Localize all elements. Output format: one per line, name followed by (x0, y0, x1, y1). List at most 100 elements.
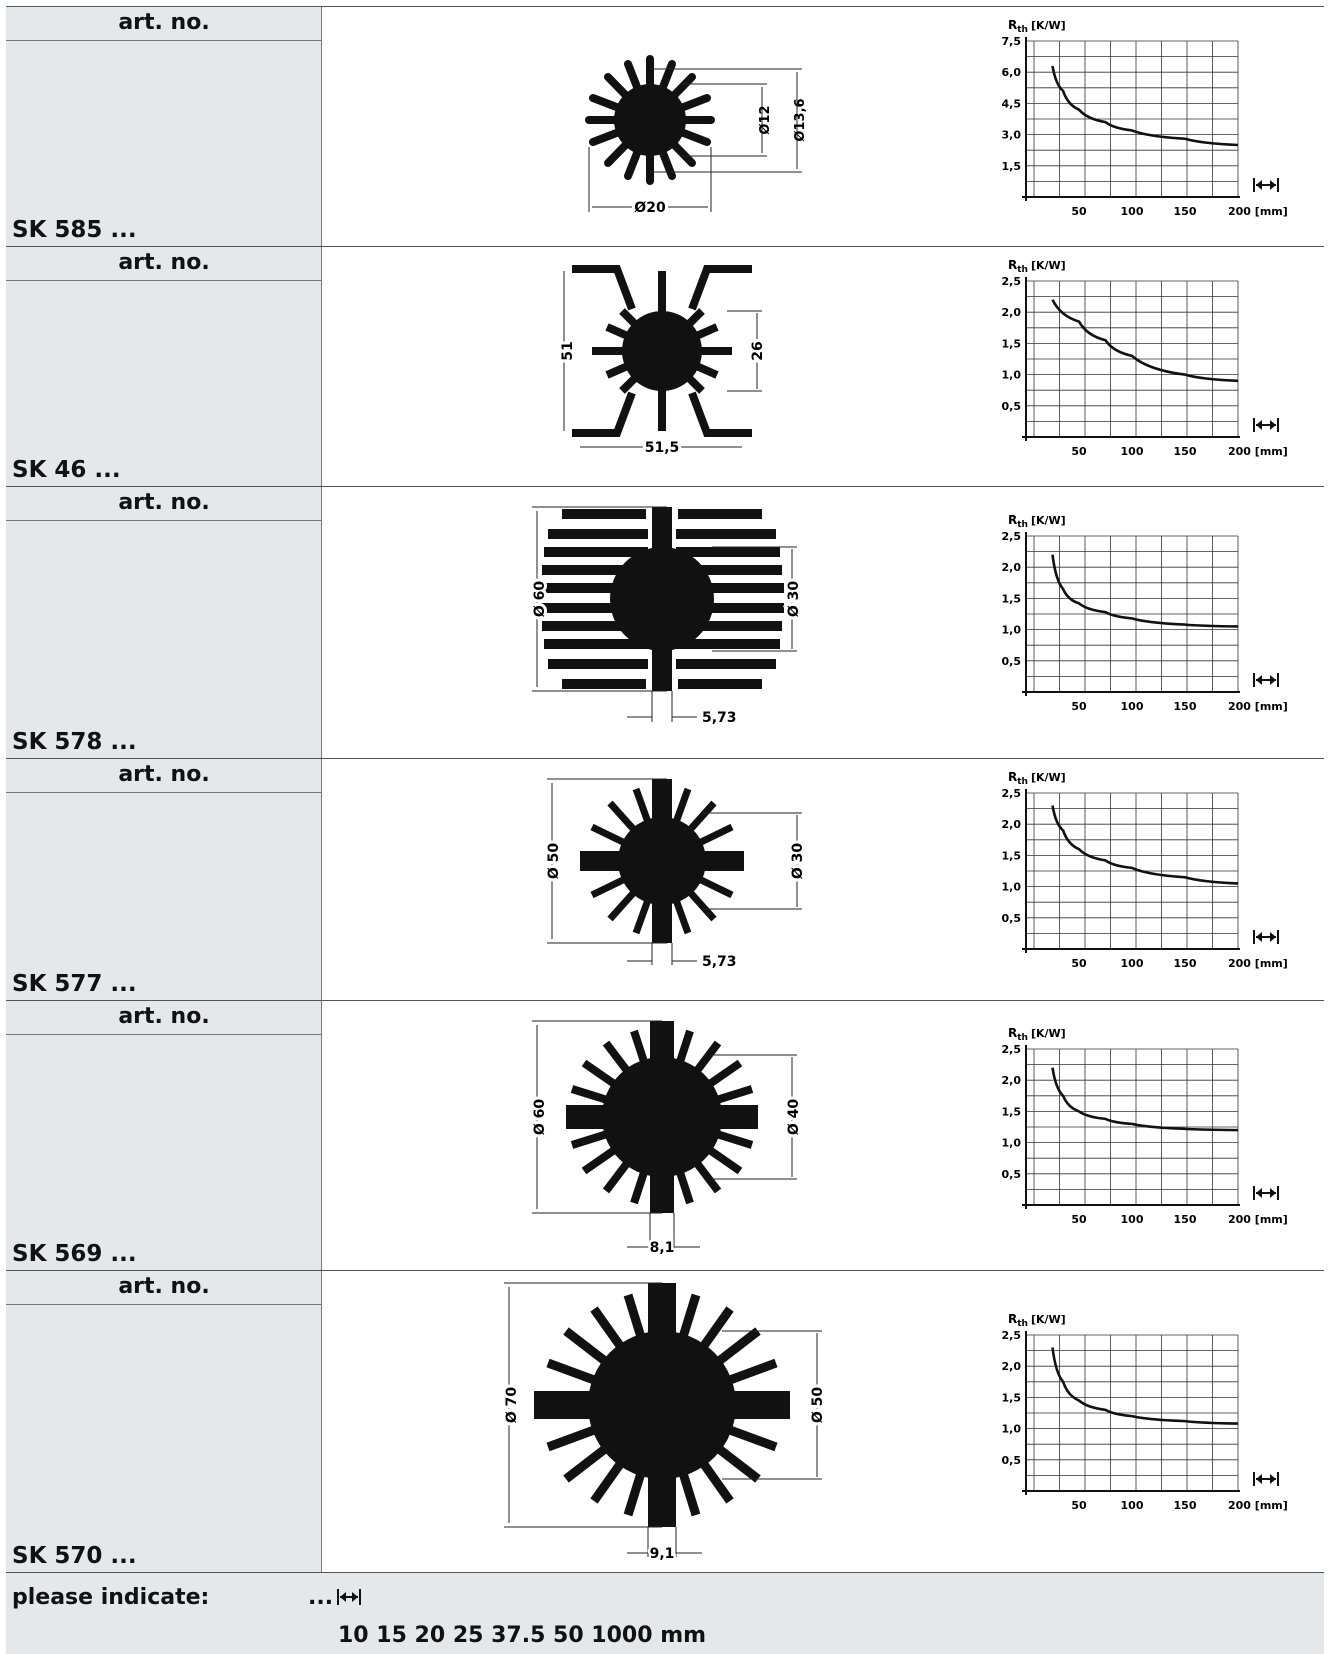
y-tick-label: 1,0 (1002, 881, 1022, 894)
svg-text:Ø12: Ø12 (758, 105, 773, 134)
chart-yunit: [K/W] (1031, 259, 1066, 272)
row-label-cell: art. no. SK 578 ... (6, 487, 322, 758)
art-no-label: art. no. (6, 7, 322, 41)
svg-text:Ø 50: Ø 50 (546, 843, 562, 880)
y-tick-label: 1,0 (1002, 1137, 1022, 1150)
length-arrow-icon (1254, 673, 1278, 687)
row-label-cell: art. no. SK 585 ... (6, 7, 322, 246)
art-no-label: art. no. (6, 759, 322, 793)
chart-ylabel: Rth[K/W] (1008, 18, 1066, 35)
heatsink-profile (540, 507, 784, 691)
dim-label-c: 5,73 (702, 954, 737, 970)
dim-label-c: 8,1 (650, 1240, 675, 1256)
length-arrow-icon (1254, 1472, 1278, 1486)
y-tick-label: 0,5 (1002, 1168, 1022, 1181)
length-arrow-icon (1254, 1186, 1278, 1200)
y-tick-label: 1,0 (1002, 624, 1022, 637)
dim-label-b: Ø13,6 (793, 98, 808, 141)
model-name: SK 577 ... (12, 971, 137, 997)
y-tick-label: 0,5 (1002, 655, 1022, 668)
order-info-footer: please indicate: ... 10 15 20 25 37.5 50… (6, 1572, 1324, 1654)
row-label-cell: art. no. SK 46 ... (6, 247, 322, 486)
x-tick-label: 150 (1174, 957, 1197, 970)
dim-label-a: Ø 60 (532, 581, 548, 618)
heatsink-profile (572, 269, 752, 433)
y-tick-label: 1,5 (1002, 1391, 1022, 1404)
chart-yunit: [K/W] (1031, 771, 1066, 784)
series-line (1053, 805, 1239, 883)
x-tick-label: 200 [mm] (1228, 700, 1288, 713)
length-arrow-icon (1254, 930, 1278, 944)
row-label-cell: art. no. SK 570 ... (6, 1271, 322, 1572)
dim-label-c: 9,1 (650, 1546, 675, 1562)
y-tick-label: 4,5 (1002, 97, 1022, 110)
art-no-label: art. no. (6, 1001, 322, 1035)
y-tick-label: 1,5 (1002, 1105, 1022, 1118)
y-tick-label: 1,5 (1002, 160, 1022, 173)
svg-text:Ø 40: Ø 40 (786, 1099, 802, 1136)
y-tick-label: 0,5 (1002, 1454, 1022, 1467)
series-line (1053, 1068, 1239, 1130)
svg-text:Ø 50: Ø 50 (810, 1387, 826, 1424)
y-tick-label: 0,5 (1002, 912, 1022, 925)
chart-ylabel-sub: th (1017, 1033, 1028, 1043)
chart-ylabel-sub: th (1017, 777, 1028, 787)
y-tick-label: 1,0 (1002, 369, 1022, 382)
heatsink-profile (534, 1283, 790, 1527)
chart-ylabel: Rth[K/W] (1008, 1026, 1066, 1043)
ellipsis-text: ... (308, 1585, 333, 1610)
y-tick-label: 0,5 (1002, 400, 1022, 413)
x-tick-label: 200 [mm] (1228, 445, 1288, 458)
model-name: SK 46 ... (12, 457, 121, 483)
svg-text:Ø 60: Ø 60 (532, 1099, 548, 1136)
y-tick-label: 1,5 (1002, 849, 1022, 862)
y-tick-label: 2,0 (1002, 561, 1022, 574)
y-tick-label: 2,5 (1002, 1329, 1022, 1342)
dim-label-b: 26 (750, 341, 766, 360)
product-row: art. no. SK 585 ... Ø12 Ø13,6 Ø20 (6, 6, 1324, 246)
product-row: art. no. SK 46 ... (6, 246, 1324, 486)
dim-label-b: Ø 30 (790, 843, 806, 880)
length-arrow-icon (1254, 418, 1278, 432)
model-name: SK 585 ... (12, 217, 137, 243)
x-tick-label: 100 (1121, 445, 1144, 458)
dim-label-b: Ø 30 (786, 581, 802, 618)
svg-text:Ø 70: Ø 70 (504, 1387, 520, 1424)
x-tick-label: 50 (1071, 957, 1087, 970)
y-tick-label: 3,0 (1002, 129, 1022, 142)
chart-yunit: [K/W] (1031, 1027, 1066, 1040)
chart-ylabel: Rth[K/W] (1008, 770, 1066, 787)
model-name: SK 578 ... (12, 729, 137, 755)
x-tick-label: 50 (1071, 1213, 1087, 1226)
chart-yunit: [K/W] (1031, 19, 1066, 32)
dim-label-a: Ø12 (758, 105, 773, 134)
x-tick-label: 50 (1071, 445, 1087, 458)
y-tick-label: 1,0 (1002, 1423, 1022, 1436)
product-row: art. no. SK 577 ... (6, 758, 1324, 1000)
heatsink-profile (589, 59, 711, 181)
y-tick-label: 2,5 (1002, 1043, 1022, 1056)
model-name: SK 569 ... (12, 1241, 137, 1267)
y-tick-label: 1,5 (1002, 337, 1022, 350)
available-lengths: 10 15 20 25 37.5 50 1000 mm (338, 1623, 706, 1648)
svg-text:Ø13,6: Ø13,6 (793, 98, 808, 141)
dim-label-b: Ø 50 (810, 1387, 826, 1424)
dim-label-a: 51 (560, 341, 576, 360)
y-tick-label: 2,0 (1002, 1074, 1022, 1087)
please-indicate-label: please indicate: (12, 1585, 209, 1610)
svg-text:Ø 30: Ø 30 (786, 581, 802, 618)
y-tick-label: 2,5 (1002, 275, 1022, 288)
dim-label-c: Ø20 (634, 200, 666, 216)
art-no-label: art. no. (6, 1271, 322, 1305)
x-tick-label: 200 [mm] (1228, 957, 1288, 970)
